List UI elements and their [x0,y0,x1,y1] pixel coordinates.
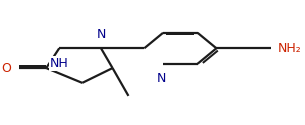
Text: N: N [96,28,106,41]
Text: NH: NH [50,57,69,70]
Text: O: O [2,62,12,74]
Text: NH₂: NH₂ [278,42,301,55]
Text: N: N [157,72,166,85]
